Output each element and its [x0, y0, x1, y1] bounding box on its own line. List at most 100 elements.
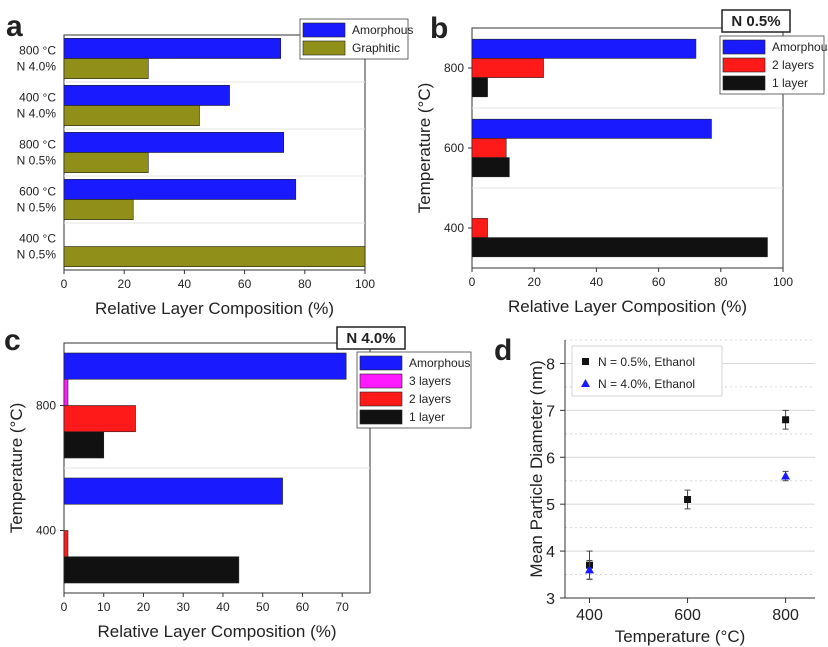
category-label-line: 400 °C: [19, 91, 56, 105]
bar-amorphous-800-c-n-0-5: [64, 132, 284, 152]
y-tick-label-7: 7: [546, 403, 555, 420]
x-tick-label-80: 80: [714, 275, 728, 289]
bar-amorphous-400: [64, 478, 283, 504]
x-axis-label: Relative Layer Composition (%): [508, 297, 747, 316]
category-label-800-c-n-0-5: 800 °C N 0.5%: [17, 138, 57, 168]
legend-label-n-4-0-ethanol: N = 4.0%, Ethanol: [598, 377, 695, 391]
panel-title: N 4.0%: [346, 330, 395, 347]
bar-1-layer-400: [472, 238, 767, 257]
y-tick-label-6: 6: [546, 450, 555, 467]
point-n-4-0-ethanol-800: [781, 472, 790, 480]
bar-graphitic-800-c-n-4-0: [64, 59, 148, 79]
category-label-line: 800 °C: [19, 138, 56, 152]
category-label-800: 800: [444, 61, 464, 75]
y-tick-label-5: 5: [546, 497, 555, 514]
y-axis-label: Temperature (°C): [7, 403, 26, 534]
category-label-line: 400: [444, 221, 464, 235]
legend-label-2-layers: 2 layers: [772, 58, 814, 72]
x-tick-label-60: 60: [296, 600, 310, 614]
y-tick-label-4: 4: [546, 544, 555, 561]
bar-amorphous-800: [64, 353, 346, 379]
legend-swatch-amorphous: [723, 40, 765, 54]
bar-graphitic-800-c-n-0-5: [64, 153, 148, 173]
bar-graphitic-400-c-n-4-0: [64, 106, 199, 126]
x-tick-label-10: 10: [97, 600, 111, 614]
x-tick-label-40: 40: [178, 277, 192, 291]
panel-b: 800 600 400 0 20 40 60 80 100 Relative Layer Comp…: [415, 10, 828, 316]
legend-label-amorphous: Amorphous: [352, 23, 413, 37]
category-label-line: 600 °C: [19, 185, 56, 199]
bar-graphitic-600-c-n-0-5: [64, 200, 133, 220]
bar-1-layer-800: [472, 78, 488, 97]
legend-swatch-graphitic: [303, 41, 345, 55]
bar-1-layer-600: [472, 158, 509, 177]
x-tick-label-70: 70: [336, 600, 350, 614]
x-tick-label-400: 400: [576, 607, 603, 624]
legend-label-amorphous: Amorphous: [772, 40, 828, 54]
x-tick-label-100: 100: [355, 277, 375, 291]
x-axis-label: Temperature (°C): [615, 627, 746, 646]
category-label-400-c-n-4-0: 400 °C N 4.0%: [17, 91, 57, 121]
bar-amorphous-600: [472, 119, 711, 138]
category-label-400: 400: [36, 524, 56, 538]
legend-label-3-layers: 3 layers: [409, 374, 451, 388]
category-label-line: N 0.5%: [17, 154, 57, 168]
legend-swatch-1-layer: [723, 76, 765, 90]
bar-3-layers-800: [64, 379, 68, 405]
category-label-800-c-n-4-0: 800 °C N 4.0%: [17, 44, 57, 74]
x-tick-label-600: 600: [674, 607, 701, 624]
panel-title: N 0.5%: [731, 13, 780, 30]
legend-swatch-2-layers: [723, 58, 765, 72]
legend-swatch-amorphous: [303, 23, 345, 37]
legend-label-n-0-5-ethanol: N = 0.5%, Ethanol: [598, 355, 695, 369]
y-axis-label: Mean Particle Diameter (nm): [527, 360, 546, 577]
legend-label-1-layer: 1 layer: [772, 76, 808, 90]
category-label-800: 800: [36, 399, 56, 413]
x-tick-label-40: 40: [216, 600, 230, 614]
x-tick-label-20: 20: [137, 600, 151, 614]
panel-label-c: c: [4, 324, 21, 357]
x-tick-label-800: 800: [772, 607, 799, 624]
y-tick-label-3: 3: [546, 591, 555, 608]
x-tick-label-20: 20: [118, 277, 132, 291]
bar-2-layers-800: [472, 58, 544, 77]
bar-amorphous-800-c-n-4-0: [64, 38, 281, 58]
x-tick-label-100: 100: [773, 275, 793, 289]
category-label-line: 600: [444, 141, 464, 155]
bar-1-layer-800: [64, 432, 104, 458]
x-tick-label-40: 40: [590, 275, 604, 289]
bar-amorphous-800: [472, 39, 696, 58]
x-tick-label-50: 50: [256, 600, 270, 614]
category-label-400: 400: [444, 221, 464, 235]
y-axis-label: Temperature (°C): [415, 83, 434, 214]
bar-1-layer-400: [64, 557, 239, 583]
category-label-line: 400 °C: [19, 232, 56, 246]
x-tick-label-60: 60: [652, 275, 666, 289]
legend-label-1-layer: 1 layer: [409, 410, 445, 424]
bar-2-layers-800: [64, 406, 136, 432]
legend-swatch-1-layer: [360, 410, 402, 424]
x-tick-label-80: 80: [298, 277, 312, 291]
x-tick-label-20: 20: [528, 275, 542, 289]
category-label-600: 600: [444, 141, 464, 155]
x-tick-label-30: 30: [177, 600, 191, 614]
bar-2-layers-400: [472, 218, 488, 237]
legend-label-amorphous: Amorphous: [409, 356, 470, 370]
legend-swatch-amorphous: [360, 356, 402, 370]
x-tick-label-0: 0: [469, 275, 476, 289]
legend-label-graphitic: Graphitic: [352, 41, 400, 55]
y-tick-label-8: 8: [546, 356, 555, 373]
x-tick-label-0: 0: [61, 277, 68, 291]
x-tick-label-60: 60: [238, 277, 252, 291]
point-n-0-5-ethanol-600: [684, 496, 691, 503]
category-label-line: 800: [444, 61, 464, 75]
legend-swatch-2-layers: [360, 392, 402, 406]
category-label-line: 800: [36, 399, 56, 413]
category-label-line: 400: [36, 524, 56, 538]
point-n-0-5-ethanol-800: [782, 416, 789, 423]
panel-d: 3 4 5 6 7 8 400 600 800 Temperature (°C) Mean Part…: [527, 340, 815, 646]
legend-label-2-layers: 2 layers: [409, 392, 451, 406]
category-label-line: N 4.0%: [17, 60, 57, 74]
